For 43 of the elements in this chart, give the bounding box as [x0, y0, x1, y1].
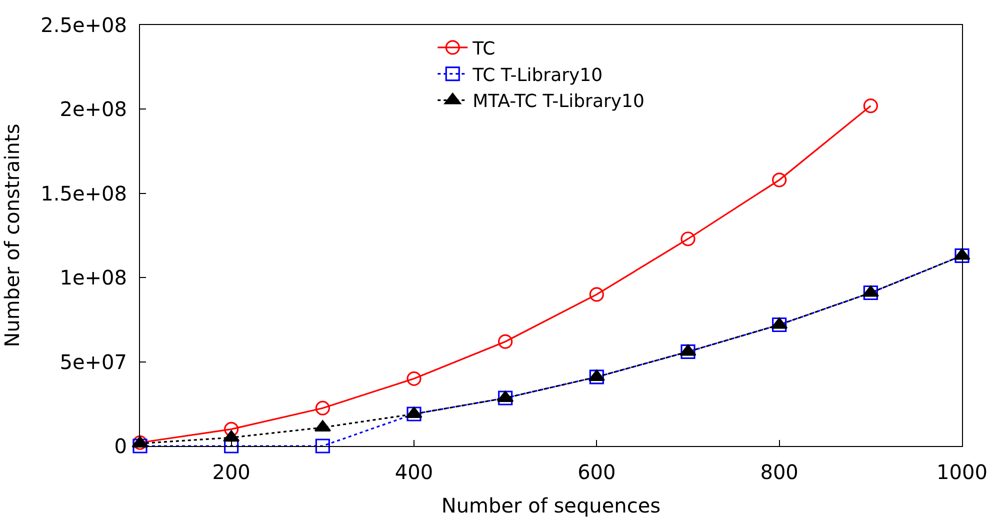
point — [315, 400, 330, 416]
y-tick-label: 0 — [114, 434, 127, 458]
point — [406, 406, 422, 422]
point — [680, 232, 696, 246]
x-tick-label: 600 — [578, 460, 616, 484]
point — [863, 285, 878, 300]
point — [680, 344, 696, 359]
point — [771, 317, 788, 329]
point — [132, 438, 148, 454]
legend-label: TC T-Library10 — [472, 64, 603, 86]
point — [589, 370, 604, 384]
point — [406, 371, 422, 386]
point — [498, 390, 513, 406]
point — [223, 430, 240, 442]
y-tick-label: 2.5e+08 — [40, 13, 127, 37]
x-tick-label: 800 — [760, 460, 798, 484]
y-tick-label: 5e+07 — [60, 350, 127, 374]
point — [589, 287, 604, 302]
x-tick-label: 1000 — [936, 460, 988, 484]
point — [772, 172, 787, 188]
y-tick-label: 1.5e+08 — [40, 181, 127, 206]
legend-label: MTA-TC T-Library10 — [472, 91, 644, 112]
point — [680, 344, 696, 356]
point — [224, 422, 239, 436]
y-axis-title: Number of constraints — [0, 124, 24, 348]
point — [315, 438, 330, 454]
point — [314, 420, 331, 432]
y-tick-label: 2e+08 — [60, 97, 127, 122]
point — [224, 438, 239, 454]
x-tick-label: 400 — [394, 460, 434, 484]
point — [862, 285, 879, 297]
point — [772, 317, 787, 332]
x-axis-title: Number of sequences — [441, 494, 661, 518]
y-tick-label: 1e+08 — [60, 266, 127, 290]
point — [954, 248, 970, 264]
point — [406, 406, 422, 418]
point — [497, 390, 514, 402]
legend-label: TC — [472, 38, 496, 60]
point — [498, 334, 513, 349]
point — [954, 248, 970, 260]
x-tick-label: 200 — [212, 460, 250, 484]
point — [863, 98, 878, 114]
point — [588, 370, 605, 382]
